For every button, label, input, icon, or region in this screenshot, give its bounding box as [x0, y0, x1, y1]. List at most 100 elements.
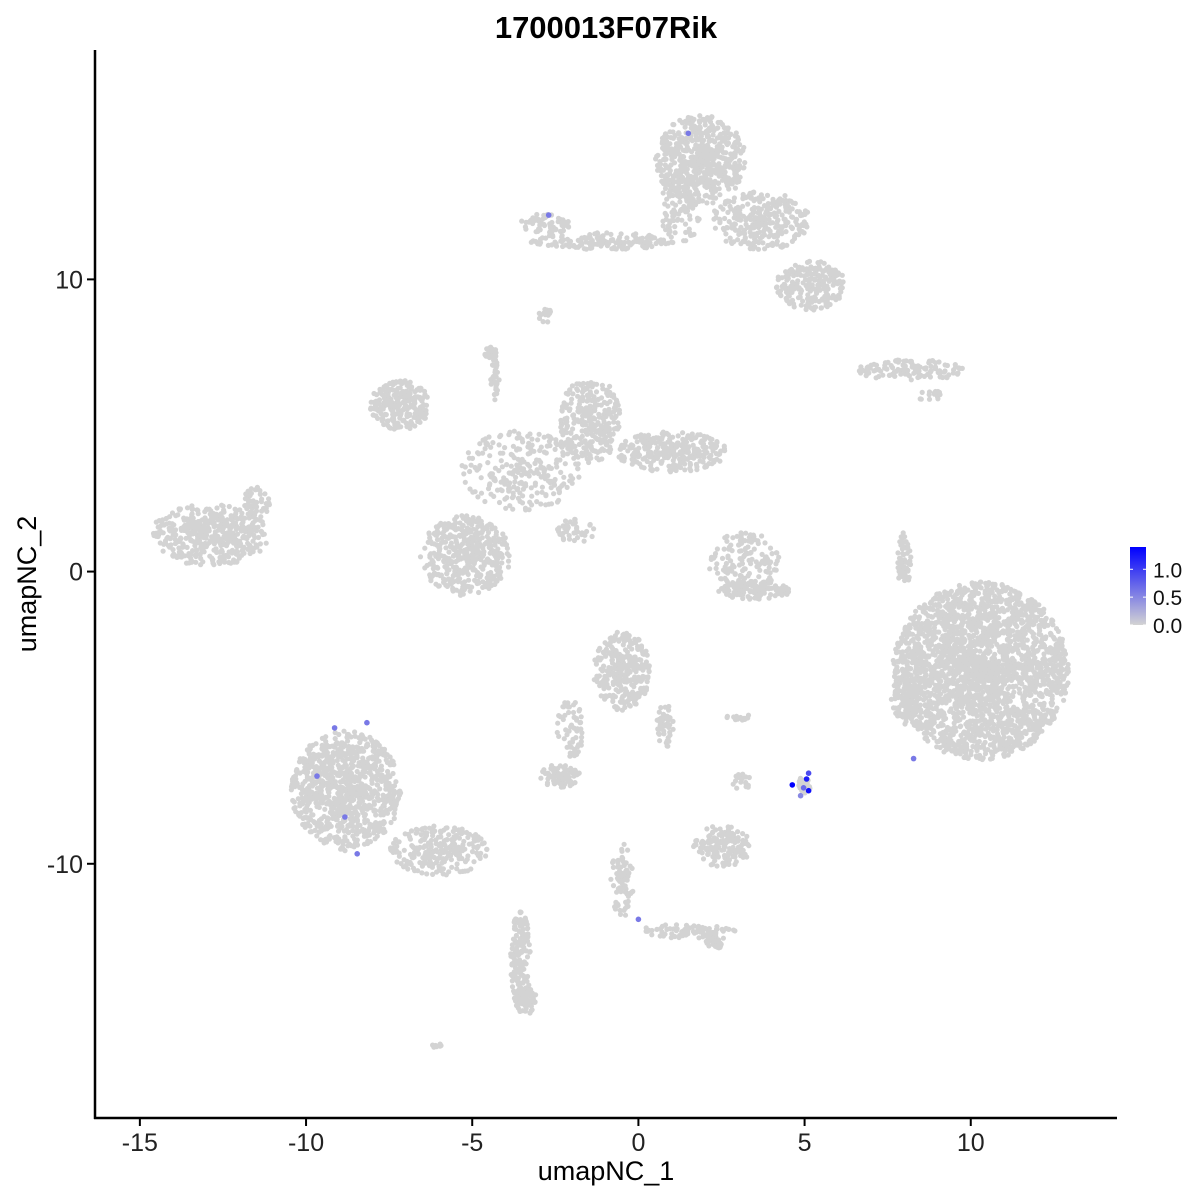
data-point — [464, 513, 470, 519]
data-point — [383, 412, 389, 418]
data-point — [571, 242, 577, 249]
data-point — [808, 276, 815, 282]
data-point — [694, 467, 700, 473]
data-point — [957, 365, 963, 371]
data-point — [796, 286, 802, 292]
data-point — [161, 522, 167, 528]
data-point — [536, 431, 542, 437]
data-point — [248, 544, 254, 550]
data-point — [742, 160, 748, 166]
data-point — [839, 280, 845, 286]
data-point — [494, 487, 501, 493]
data-point — [785, 272, 792, 278]
data-point — [809, 306, 815, 312]
data-point — [757, 567, 763, 573]
data-point — [463, 518, 469, 524]
data-point — [763, 221, 769, 227]
data-point — [253, 528, 260, 534]
data-point — [780, 243, 787, 249]
data-point — [605, 448, 611, 454]
data-point — [492, 367, 498, 373]
data-point — [727, 203, 733, 209]
data-point — [517, 480, 523, 486]
data-point — [171, 529, 177, 535]
data-point — [581, 445, 587, 451]
data-point — [686, 444, 692, 450]
data-point — [757, 221, 763, 227]
data-point — [570, 391, 576, 397]
data-point — [533, 238, 539, 245]
data-point — [763, 211, 769, 217]
data-point — [579, 531, 585, 538]
data-point — [551, 482, 558, 488]
data-point — [529, 493, 535, 499]
data-point — [193, 553, 199, 560]
data-point — [675, 216, 681, 222]
data-point — [547, 221, 553, 227]
data-point — [611, 426, 617, 432]
data-point — [637, 239, 643, 245]
data-point — [562, 461, 568, 467]
data-point — [770, 220, 776, 226]
chart-title: 1700013F07Rik — [495, 10, 718, 45]
data-point — [748, 194, 754, 200]
data-point — [926, 396, 933, 402]
data-point — [373, 398, 379, 404]
data-point — [484, 533, 490, 540]
data-point — [750, 246, 756, 252]
data-point — [552, 476, 558, 483]
data-point — [613, 413, 619, 419]
data-point — [397, 378, 403, 384]
data-point — [406, 384, 412, 390]
data-point — [499, 488, 505, 494]
data-point — [827, 301, 833, 308]
data-point — [489, 471, 495, 477]
data-point — [506, 470, 512, 476]
data-point — [788, 224, 794, 230]
data-point — [670, 213, 676, 219]
data-point — [465, 561, 471, 567]
data-point — [236, 555, 242, 561]
data-point — [817, 266, 823, 272]
data-point — [393, 391, 399, 397]
data-point — [576, 441, 583, 447]
data-point — [607, 438, 613, 444]
data-point — [261, 531, 267, 537]
data-point — [384, 402, 390, 408]
data-point — [458, 543, 464, 549]
data-point — [811, 294, 818, 300]
data-point — [667, 436, 673, 442]
data-point — [579, 433, 585, 439]
data-point — [817, 287, 823, 293]
data-point — [665, 177, 671, 183]
data-point — [500, 450, 506, 456]
data-point — [901, 564, 907, 570]
data-point — [776, 208, 782, 214]
data-point — [717, 216, 723, 222]
data-point — [658, 168, 664, 174]
data-point — [724, 141, 730, 148]
data-point — [607, 399, 613, 405]
data-point — [250, 523, 256, 529]
data-point — [532, 480, 539, 486]
data-point — [469, 455, 476, 461]
data-point — [480, 566, 486, 572]
data-point — [876, 373, 882, 380]
data-point — [575, 393, 581, 399]
data-point — [527, 431, 533, 437]
data-point — [198, 562, 204, 568]
data-point — [730, 535, 736, 541]
data-point — [406, 421, 412, 427]
data-point — [745, 580, 752, 586]
data-point — [398, 424, 404, 430]
data-point — [795, 278, 801, 284]
data-point — [710, 125, 716, 131]
data-point — [564, 425, 570, 431]
data-point — [951, 367, 957, 373]
data-point — [738, 530, 744, 536]
data-point — [746, 570, 753, 577]
data-point — [653, 156, 659, 162]
data-point — [560, 432, 566, 438]
data-point — [730, 144, 736, 150]
